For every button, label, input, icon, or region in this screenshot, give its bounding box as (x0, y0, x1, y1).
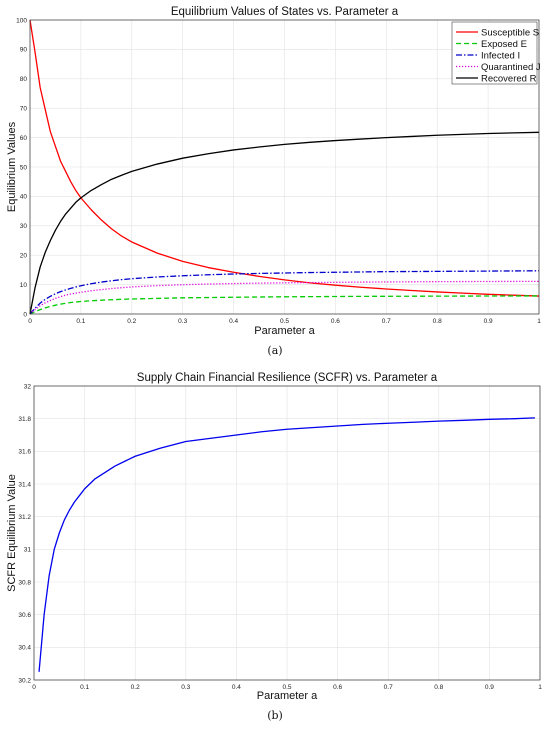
x-tick-label: 0.3 (178, 318, 187, 325)
x-tick-label: 0.9 (485, 684, 494, 691)
x-tick-label: 0.8 (434, 684, 443, 691)
y-tick-label: 31.8 (18, 416, 31, 423)
x-tick-label: 0.4 (232, 684, 241, 691)
legend-label: Recovered R (481, 73, 537, 84)
y-tick-label: 30.8 (18, 579, 31, 586)
x-tick-label: 0.1 (80, 684, 89, 691)
x-tick-label: 0.9 (484, 318, 493, 325)
series-line-susceptible-s (29, 19, 540, 297)
x-tick-label: 0.2 (131, 684, 140, 691)
chart-b-xlabel: Parameter a (257, 690, 318, 702)
legend-label: Quarantined J (481, 62, 541, 73)
series-line-scfr (38, 417, 535, 672)
x-tick-label: 0.8 (433, 318, 442, 325)
series-line-quarantined-j (29, 280, 540, 315)
y-tick-label: 31.2 (18, 514, 31, 521)
x-tick-label: 0.5 (280, 318, 289, 325)
y-tick-label: 30.2 (18, 677, 31, 684)
x-tick-label: 0.3 (181, 684, 190, 691)
x-tick-label: 0.7 (382, 318, 391, 325)
chart-equilibrium-states: 0 0.1 0.2 0.3 0.4 0.5 0.6 0.7 0.8 0.9 101020304050… (6, 6, 541, 337)
x-tick-label: 0.5 (282, 684, 291, 691)
x-tick-label: 0 (28, 318, 32, 325)
chart-a-ylabel: Equilibrium Values (6, 121, 18, 212)
chart-a-plot-frame (29, 19, 540, 315)
chart-a-tick-labels: 0 0.1 0.2 0.3 0.4 0.5 0.6 0.7 0.8 0.9 101020304050… (16, 17, 541, 325)
y-tick-label: 70 (20, 106, 28, 113)
x-tick-label: 0.2 (127, 318, 136, 325)
y-tick-label: 30.6 (18, 612, 31, 619)
chart-b-series-lines (38, 417, 535, 672)
y-tick-label: 60 (20, 135, 28, 142)
chart-a-xlabel: Parameter a (254, 325, 315, 337)
y-tick-label: 80 (20, 76, 28, 83)
x-tick-label: 0.6 (331, 318, 340, 325)
y-tick-label: 30.4 (18, 645, 31, 652)
chart-b-title: Supply Chain Financial Resilience (SCFR)… (137, 372, 438, 384)
legend-label: Infected I (481, 50, 520, 61)
caption-a: (a) (267, 344, 282, 357)
caption-b: (b) (267, 709, 283, 722)
y-tick-label: 20 (20, 253, 28, 260)
y-tick-label: 32 (24, 383, 32, 390)
chart-b-plot-frame (33, 385, 541, 681)
x-tick-label: 0 (32, 684, 36, 691)
x-tick-label: 1 (537, 318, 541, 325)
chart-b-ylabel: SCFR Equilibrium Value (6, 474, 18, 592)
y-tick-label: 31 (24, 547, 32, 554)
chart-scfr: 0 0.1 0.2 0.3 0.4 0.5 0.6 0.7 0.8 0.9 1 30.2 30.4 30.… (6, 372, 542, 702)
y-tick-label: 30 (20, 223, 28, 230)
x-tick-label: 0.4 (229, 318, 238, 325)
x-tick-label: 0.7 (384, 684, 393, 691)
x-tick-label: 1 (538, 684, 542, 691)
chart-b-grid (33, 385, 541, 681)
y-tick-label: 31.6 (18, 449, 31, 456)
y-tick-label: 0 (23, 311, 27, 318)
series-line-recovered-r (29, 131, 540, 315)
legend-label: Susceptible S (481, 27, 539, 38)
legend-label: Exposed E (481, 39, 527, 50)
series-line-infected-i (29, 270, 540, 315)
chart-b-tick-labels: 0 0.1 0.2 0.3 0.4 0.5 0.6 0.7 0.8 0.9 1 30.2 30.4 30.… (18, 383, 542, 691)
y-tick-label: 90 (20, 47, 28, 54)
y-tick-label: 100 (16, 17, 27, 24)
y-tick-label: 40 (20, 194, 28, 201)
chart-a-series-lines (29, 19, 540, 315)
y-tick-label: 31.4 (18, 481, 31, 488)
x-tick-label: 0.1 (76, 318, 85, 325)
chart-a-title: Equilibrium Values of States vs. Paramet… (171, 6, 399, 18)
series-line-exposed-e (29, 295, 540, 315)
y-tick-label: 10 (20, 282, 28, 289)
x-tick-label: 0.6 (333, 684, 342, 691)
y-tick-label: 50 (20, 164, 28, 171)
